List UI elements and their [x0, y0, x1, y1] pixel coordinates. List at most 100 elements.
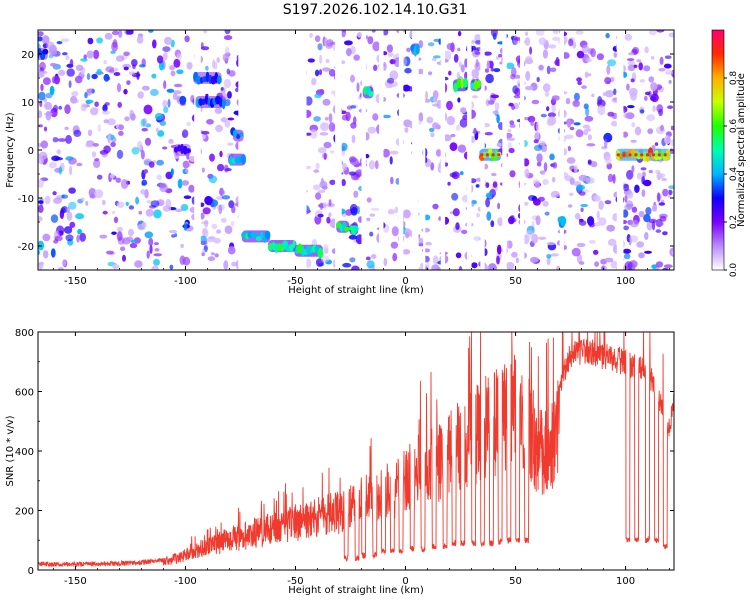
spectrogram-cell	[530, 120, 535, 127]
spectrogram-cell	[368, 160, 375, 170]
spectrogram-cell	[94, 158, 100, 162]
spectrogram-cell	[38, 261, 45, 266]
spectrogram-cell	[156, 159, 165, 166]
spectrogram-cell	[587, 159, 592, 165]
spectrogram-cell	[68, 160, 75, 165]
spectrogram-cell	[357, 32, 363, 38]
spectrogram-feature	[336, 220, 350, 233]
spectrogram-cell	[547, 112, 557, 118]
spectrogram-feature-cell	[456, 78, 462, 89]
spectrogram-cell	[183, 195, 192, 199]
spectrogram-cell	[123, 66, 129, 71]
spectrogram-feature-cell	[229, 155, 233, 166]
spectrogram-cell	[580, 203, 589, 208]
spectrogram-cell	[91, 151, 97, 158]
spectrogram-cell	[448, 70, 452, 76]
spectrogram-cell	[103, 60, 107, 65]
spectrogram-cell	[140, 118, 146, 127]
x-tick-label: 100	[616, 276, 635, 287]
spectrogram-cell	[90, 107, 99, 116]
spectrogram-cell	[182, 160, 190, 169]
spectrogram-cell	[103, 145, 111, 154]
spectrogram-cell	[607, 173, 614, 183]
spectrogram-cell	[144, 137, 152, 146]
spectrogram-cell	[539, 170, 546, 175]
spectrogram-cell	[576, 253, 583, 264]
spectrogram-cell	[215, 124, 223, 132]
spectrogram-cell	[120, 246, 126, 252]
spectrogram-cell	[641, 189, 646, 197]
spectrogram-cell	[328, 212, 332, 218]
x-tick-label: 100	[616, 576, 635, 587]
spectrogram-cell	[613, 52, 618, 58]
spectrogram-feature	[478, 147, 502, 162]
spectrogram-feature-cell	[277, 243, 282, 252]
spectrogram-cell	[486, 60, 490, 70]
spectrogram-cell	[307, 58, 315, 63]
spectrogram-cell	[150, 88, 159, 97]
spectrogram-feature	[452, 77, 469, 93]
spectrogram-cell	[492, 181, 498, 188]
spectrogram-cell	[497, 202, 501, 210]
spectrogram-feature-cell	[255, 236, 262, 242]
spectrogram-cell	[542, 49, 549, 59]
spectrogram-cell	[586, 143, 596, 147]
spectrogram-cell	[212, 59, 216, 69]
colorbar-tick-label: 0.2	[729, 215, 739, 229]
spectrogram-cell	[613, 88, 617, 96]
spectrogram-cell	[511, 251, 518, 258]
spectrogram-cell	[318, 262, 325, 267]
spectrogram-cell	[40, 140, 49, 149]
spectrogram-cell	[536, 153, 543, 163]
spectrogram-cell	[341, 114, 349, 121]
spectrogram-cell	[87, 129, 93, 137]
spectrogram-cell	[315, 162, 320, 170]
colorbar-gradient	[711, 29, 725, 271]
spectrogram-cell	[136, 71, 140, 80]
spectrogram-cell	[309, 129, 318, 139]
spectrogram-cell	[625, 112, 635, 120]
spectrogram-feature-cell	[460, 77, 465, 89]
spectrogram-cell	[141, 179, 148, 186]
spectrogram-cell	[552, 36, 561, 42]
spectrogram-cell	[141, 127, 148, 132]
spectrogram-cell	[50, 62, 57, 67]
spectrogram-cell	[607, 59, 617, 67]
spectrogram-cell	[53, 239, 59, 244]
spectrogram-cell	[458, 61, 462, 68]
spectrogram-cell	[432, 122, 439, 130]
spectrogram-cell	[587, 216, 595, 226]
spectrogram-cell	[64, 126, 69, 130]
spectrogram-cell	[544, 91, 550, 97]
spectrogram-cell	[96, 68, 102, 76]
spectrogram-cell	[317, 189, 326, 193]
spectrogram-cell	[350, 74, 355, 83]
spectrogram-cell	[457, 144, 467, 153]
spectrogram-cell	[341, 162, 348, 171]
spectrogram-cell	[658, 67, 666, 72]
spectrogram-cell	[594, 222, 601, 227]
spectrogram-cell	[607, 238, 617, 246]
spectrogram-cell	[524, 168, 530, 178]
figure-title: S197.2026.102.14.10.G31	[282, 2, 468, 18]
spectrogram-cell	[648, 169, 653, 174]
spectrogram-cell	[214, 253, 219, 258]
spectrogram-cell	[529, 46, 533, 55]
spectrogram-cell	[668, 189, 673, 196]
spectrogram-cell	[647, 128, 654, 135]
spectrogram-cell	[201, 167, 205, 173]
spectrogram-feature-cell	[305, 245, 312, 255]
spectrogram-cell	[404, 127, 409, 133]
spectrogram-cell	[656, 192, 661, 203]
spectrogram-cell	[85, 142, 94, 148]
spectrogram-cell	[66, 211, 73, 221]
spectrogram-feature-cell	[232, 129, 238, 138]
spectrogram-cell	[140, 189, 147, 195]
spectrogram-cell	[58, 69, 66, 76]
spectrogram-cell	[569, 126, 575, 131]
spectrogram-cell	[318, 69, 323, 76]
spectrogram-cell	[111, 30, 120, 36]
spectrogram-cell	[328, 199, 332, 207]
spectrogram-cell	[213, 237, 221, 244]
spectrogram-cell	[326, 216, 331, 224]
